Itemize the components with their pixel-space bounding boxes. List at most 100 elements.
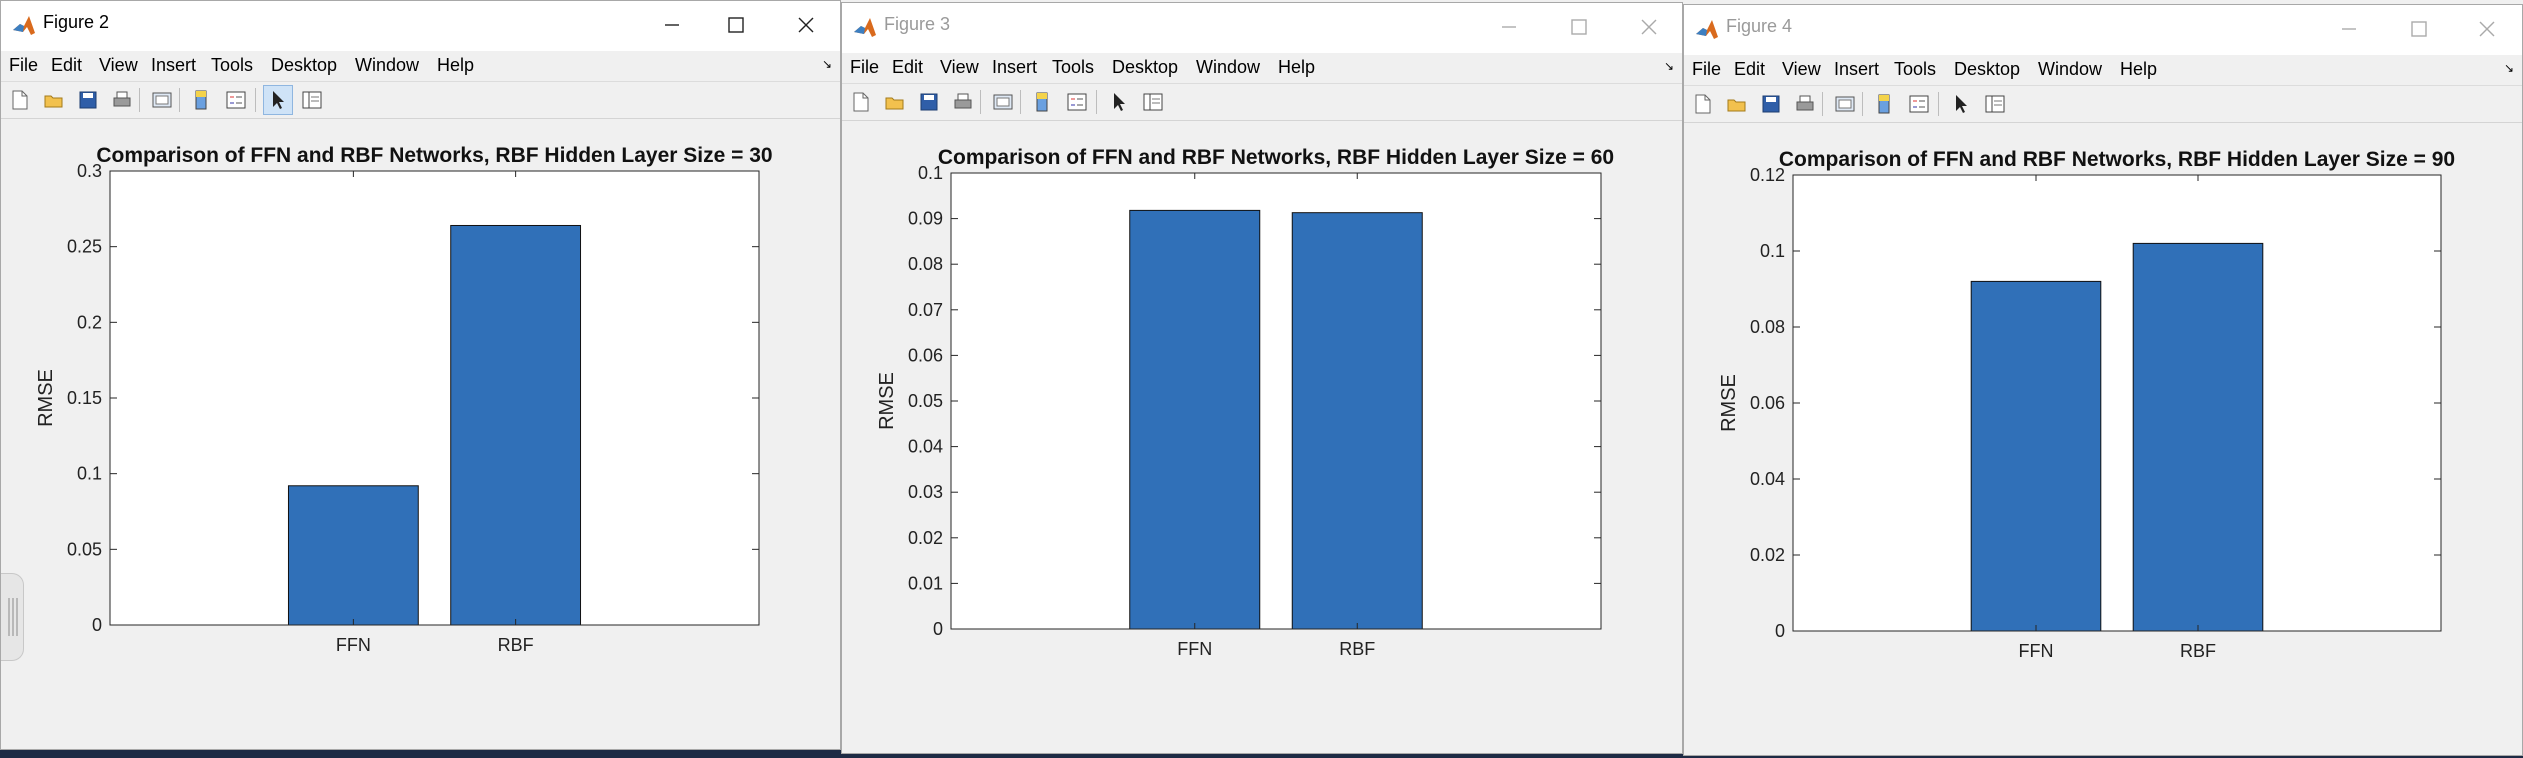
menu-insert[interactable]: Insert bbox=[151, 55, 197, 75]
menu-window[interactable]: Window bbox=[2038, 59, 2103, 79]
close-button[interactable] bbox=[771, 6, 840, 44]
menu-window[interactable]: Window bbox=[355, 55, 420, 75]
property-inspector-button[interactable] bbox=[1138, 87, 1168, 117]
property-inspector-button[interactable] bbox=[297, 85, 327, 115]
menu-desktop[interactable]: Desktop bbox=[1954, 59, 2021, 79]
y-tick-label: 0.3 bbox=[77, 161, 102, 181]
title-bar[interactable]: Figure 3 bbox=[842, 3, 1682, 53]
menu-tools[interactable]: Tools bbox=[211, 55, 254, 75]
save-button[interactable] bbox=[73, 85, 103, 115]
colorbar-icon bbox=[195, 90, 207, 110]
menu-file[interactable]: File bbox=[9, 55, 39, 75]
toolbar-separator bbox=[1862, 92, 1863, 116]
open-file-button[interactable] bbox=[39, 85, 69, 115]
menu-view[interactable]: View bbox=[940, 57, 979, 77]
title-bar[interactable]: Figure 4 bbox=[1684, 5, 2522, 55]
menu-help[interactable]: Help bbox=[2120, 59, 2158, 79]
print-button[interactable] bbox=[107, 85, 137, 115]
legend-button[interactable] bbox=[1904, 89, 1934, 119]
menu-tools[interactable]: Tools bbox=[1894, 59, 1937, 79]
axes-background bbox=[110, 171, 759, 625]
menu-bar: File Edit View Insert Tools Desktop Wind… bbox=[842, 53, 1682, 81]
y-axis-label: RMSE bbox=[35, 369, 57, 427]
dock-arrow-icon[interactable]: ↘ bbox=[2503, 61, 2514, 75]
legend-button[interactable] bbox=[221, 85, 251, 115]
plot-area: Comparison of FFN and RBF Networks, RBF … bbox=[1, 119, 840, 749]
menu-bar: File Edit View Insert Tools Desktop Wind… bbox=[1684, 55, 2522, 83]
pointer-icon bbox=[1956, 95, 1967, 113]
grip-icon bbox=[8, 598, 18, 636]
menu-view[interactable]: View bbox=[1782, 59, 1821, 79]
title-bar[interactable]: Figure 2 bbox=[1, 1, 840, 51]
minimize-button[interactable] bbox=[2314, 10, 2384, 48]
menu-edit[interactable]: Edit bbox=[1734, 59, 1766, 79]
toolbar-separator bbox=[255, 88, 256, 112]
menu-edit[interactable]: Edit bbox=[892, 57, 924, 77]
close-button[interactable] bbox=[2452, 10, 2522, 48]
link-plot-button[interactable] bbox=[1830, 89, 1860, 119]
menu-edit[interactable]: Edit bbox=[51, 55, 83, 75]
menu-desktop[interactable]: Desktop bbox=[1112, 57, 1179, 77]
print-icon bbox=[113, 91, 131, 107]
minimize-icon bbox=[1502, 26, 1516, 28]
open-file-button[interactable] bbox=[880, 87, 910, 117]
save-button[interactable] bbox=[914, 87, 944, 117]
minimize-button[interactable] bbox=[1474, 8, 1544, 46]
menu-file[interactable]: File bbox=[1692, 59, 1722, 79]
pointer-button[interactable] bbox=[263, 85, 293, 115]
matlab-logo-icon bbox=[13, 16, 35, 35]
print-button[interactable] bbox=[1790, 89, 1820, 119]
open-file-button[interactable] bbox=[1722, 89, 1752, 119]
x-tick-label: FFN bbox=[1177, 639, 1212, 659]
menu-tools[interactable]: Tools bbox=[1052, 57, 1095, 77]
y-tick-label: 0.06 bbox=[1750, 393, 1785, 413]
pointer-button[interactable] bbox=[1104, 87, 1134, 117]
bar-rbf bbox=[2132, 242, 2264, 632]
close-icon bbox=[798, 17, 814, 33]
y-tick-label: 0.12 bbox=[1750, 165, 1785, 185]
menu-help[interactable]: Help bbox=[437, 55, 475, 75]
y-tick-label: 0.06 bbox=[908, 345, 943, 365]
menu-help[interactable]: Help bbox=[1278, 57, 1316, 77]
y-tick-label: 0.04 bbox=[1750, 469, 1785, 489]
legend-button[interactable] bbox=[1062, 87, 1092, 117]
print-button[interactable] bbox=[948, 87, 978, 117]
menu-insert[interactable]: Insert bbox=[1834, 59, 1880, 79]
panel-handle[interactable] bbox=[1, 573, 24, 661]
minimize-button[interactable] bbox=[637, 6, 707, 44]
x-tick-label: RBF bbox=[498, 635, 534, 655]
y-tick-label: 0.07 bbox=[908, 300, 943, 320]
toolbar-separator bbox=[980, 90, 981, 114]
new-figure-button[interactable] bbox=[1688, 89, 1718, 119]
menu-insert[interactable]: Insert bbox=[992, 57, 1038, 77]
menu-view[interactable]: View bbox=[99, 55, 138, 75]
menu-desktop[interactable]: Desktop bbox=[271, 55, 338, 75]
bar-chart: Comparison of FFN and RBF Networks, RBF … bbox=[876, 146, 1614, 659]
maximize-button[interactable] bbox=[2384, 10, 2454, 48]
y-axis-label: RMSE bbox=[876, 372, 898, 430]
colorbar-button[interactable] bbox=[1870, 89, 1900, 119]
new-figure-button[interactable] bbox=[5, 85, 35, 115]
toolbar-separator bbox=[1096, 90, 1097, 114]
toolbar-separator bbox=[1938, 92, 1939, 116]
y-axis-label: RMSE bbox=[1718, 374, 1740, 432]
minimize-icon bbox=[665, 24, 679, 26]
property-inspector-icon bbox=[1985, 95, 2005, 113]
dock-arrow-icon[interactable]: ↘ bbox=[821, 57, 832, 71]
link-plot-icon bbox=[1835, 96, 1855, 112]
link-plot-button[interactable] bbox=[147, 85, 177, 115]
new-figure-button[interactable] bbox=[846, 87, 876, 117]
menu-window[interactable]: Window bbox=[1196, 57, 1261, 77]
maximize-button[interactable] bbox=[1544, 8, 1614, 46]
pointer-button[interactable] bbox=[1946, 89, 1976, 119]
property-inspector-button[interactable] bbox=[1980, 89, 2010, 119]
dock-arrow-icon[interactable]: ↘ bbox=[1663, 59, 1674, 73]
menu-file[interactable]: File bbox=[850, 57, 880, 77]
save-button[interactable] bbox=[1756, 89, 1786, 119]
colorbar-button[interactable] bbox=[1028, 87, 1058, 117]
link-plot-button[interactable] bbox=[988, 87, 1018, 117]
maximize-button[interactable] bbox=[701, 6, 771, 44]
legend-icon bbox=[1067, 93, 1087, 111]
close-button[interactable] bbox=[1614, 8, 1682, 46]
colorbar-button[interactable] bbox=[187, 85, 217, 115]
